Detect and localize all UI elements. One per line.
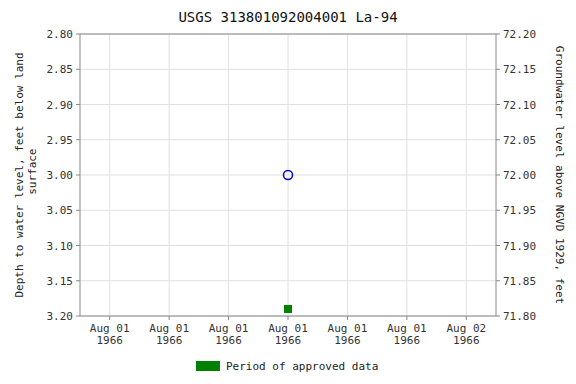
tick-mark — [288, 316, 289, 320]
tick-mark — [496, 104, 500, 105]
tick-label: 72.05 — [503, 134, 536, 147]
tick-mark — [496, 210, 500, 211]
legend: Period of approved data — [196, 360, 378, 373]
tick-mark — [76, 175, 80, 176]
tick-label: 72.20 — [503, 28, 536, 41]
tick-mark — [76, 210, 80, 211]
grid-line — [228, 34, 229, 316]
grid-line — [169, 34, 170, 316]
tick-label: 71.95 — [503, 204, 536, 217]
tick-label: Aug 021966 — [446, 322, 486, 347]
grid-line — [466, 34, 467, 316]
tick-label: 2.85 — [47, 63, 74, 76]
tick-label: 2.90 — [47, 99, 74, 112]
tick-mark — [76, 280, 80, 281]
legend-label: Period of approved data — [226, 360, 378, 373]
title: USGS 313801092004001 La-94 — [178, 9, 397, 25]
tick-mark — [496, 34, 500, 35]
tick-mark — [406, 316, 407, 320]
tick-mark — [496, 69, 500, 70]
tick-label: 3.10 — [47, 240, 74, 253]
tick-mark — [466, 316, 467, 320]
tick-label: 3.05 — [47, 204, 74, 217]
grid-line — [288, 34, 289, 316]
grid-line — [109, 34, 110, 316]
tick-label: Aug 011966 — [387, 322, 427, 347]
tick-mark — [496, 280, 500, 281]
tick-mark — [496, 316, 500, 317]
tick-label: Aug 011966 — [268, 322, 308, 347]
tick-label: Aug 011966 — [149, 322, 189, 347]
tick-label: 72.15 — [503, 63, 536, 76]
tick-label: 2.80 — [47, 28, 74, 41]
axes: 2.80 2.85 2.90 2.95 3.00 3.05 3.10 3.15 3.20 71.8… — [47, 28, 537, 347]
axis-label: Depth to water level, feet below land su… — [13, 52, 39, 297]
chart: 2.80 2.85 2.90 2.95 3.00 3.05 3.10 3.15 3.20 71.8… — [0, 0, 576, 384]
legend-swatch — [196, 361, 220, 371]
tick-mark — [169, 316, 170, 320]
tick-label: Aug 011966 — [328, 322, 368, 347]
point — [284, 171, 293, 180]
tick-mark — [76, 139, 80, 140]
tick-label: 2.95 — [47, 134, 74, 147]
tick-mark — [496, 175, 500, 176]
tick-label: 3.00 — [47, 169, 74, 182]
tick-mark — [76, 104, 80, 105]
tick-label: 3.20 — [47, 310, 74, 323]
grid-line — [406, 34, 407, 316]
axis-label: Groundwater level above NGVD 1929, feet — [553, 46, 566, 304]
tick-mark — [109, 316, 110, 320]
tick-label: 71.85 — [503, 275, 536, 288]
point — [285, 305, 292, 312]
marks — [284, 171, 293, 313]
tick-label: Aug 011966 — [209, 322, 249, 347]
tick-mark — [496, 139, 500, 140]
tick-mark — [76, 316, 80, 317]
grid — [80, 34, 496, 316]
tick-label: 71.80 — [503, 310, 536, 323]
tick-mark — [76, 34, 80, 35]
tick-label: 72.10 — [503, 99, 536, 112]
grid-line — [347, 34, 348, 316]
tick-label: 71.90 — [503, 240, 536, 253]
tick-label: 3.15 — [47, 275, 74, 288]
tick-mark — [76, 69, 80, 70]
tick-label: Aug 011966 — [90, 322, 130, 347]
plot-frame — [80, 34, 496, 316]
tick-mark — [347, 316, 348, 320]
tick-label: 72.00 — [503, 169, 536, 182]
tick-mark — [228, 316, 229, 320]
tick-mark — [76, 245, 80, 246]
tick-mark — [496, 245, 500, 246]
background — [0, 0, 576, 384]
